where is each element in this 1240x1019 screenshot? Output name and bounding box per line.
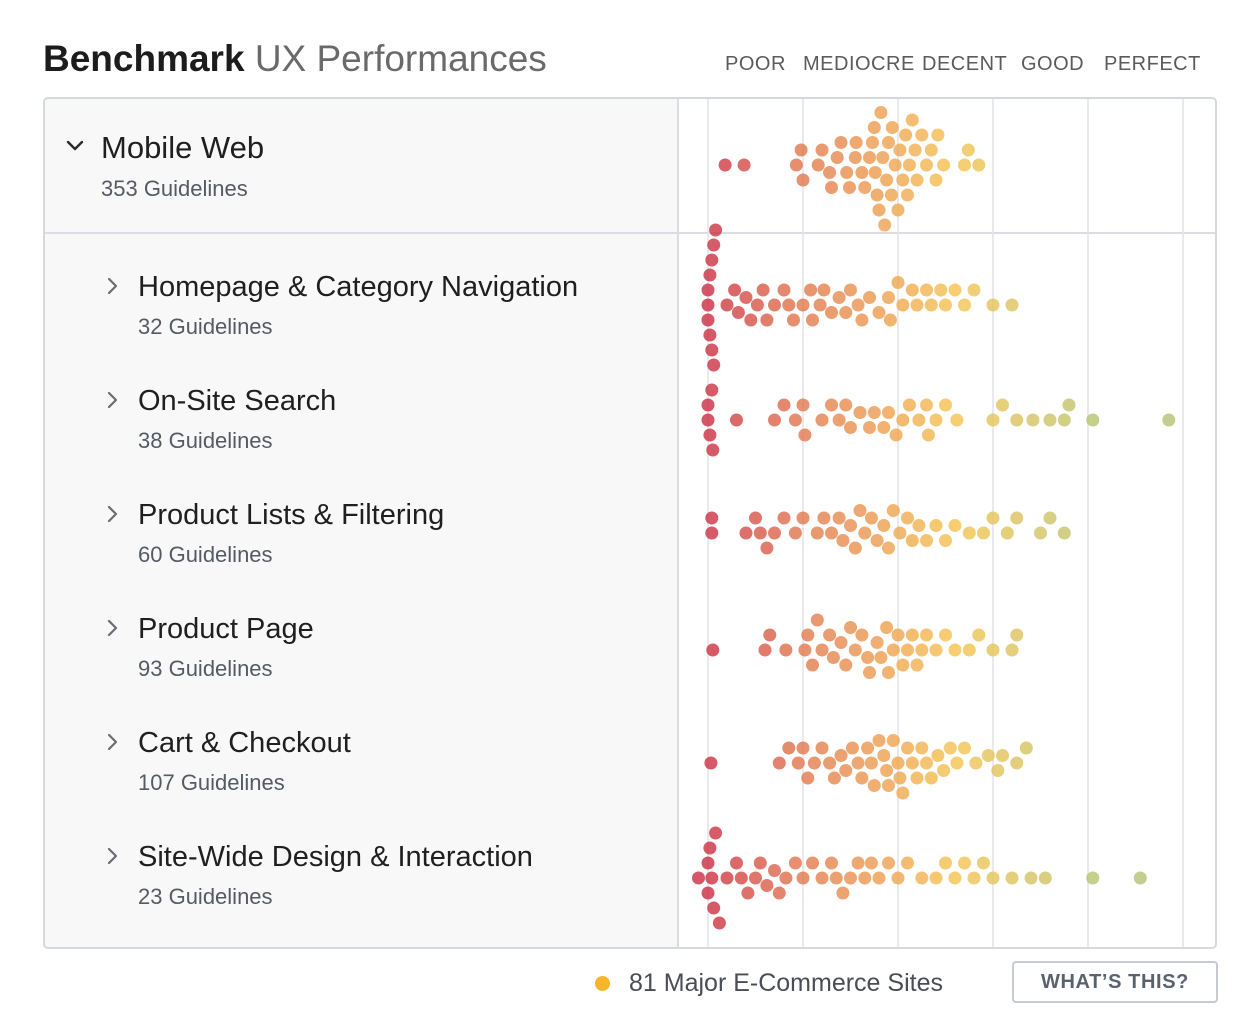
page-title-light: UX Performances (254, 38, 547, 79)
row-product-page[interactable]: Product Page 93 Guidelines (45, 583, 675, 695)
row-guideline-count: 93 Guidelines (138, 656, 273, 681)
row-guideline-count: 38 Guidelines (138, 428, 273, 453)
whats-this-button[interactable]: WHAT’S THIS? (1012, 961, 1218, 1003)
chevron-down-icon[interactable] (65, 136, 85, 156)
scale-label-perfect: PERFECT (1104, 53, 1201, 75)
page-title-bold: Benchmark (43, 38, 245, 79)
chevron-right-icon[interactable] (103, 732, 123, 752)
scale-label-decent: DECENT (922, 53, 1008, 75)
row-cart-checkout[interactable]: Cart & Checkout 107 Guidelines (45, 697, 675, 809)
row-guideline-count: 353 Guidelines (101, 176, 248, 201)
panel-divider (45, 232, 1215, 234)
row-label: Homepage & Category Navigation (138, 271, 579, 303)
legend: 81 Major E-Commerce Sites (595, 966, 943, 1000)
page-title: Benchmark UX Performances (43, 36, 547, 82)
row-guideline-count: 60 Guidelines (138, 542, 273, 567)
row-label: Product Lists & Filtering (138, 499, 445, 531)
row-site-wide-design-interaction[interactable]: Site-Wide Design & Interaction 23 Guidel… (45, 811, 675, 923)
row-homepage-category-navigation[interactable]: Homepage & Category Navigation 32 Guidel… (45, 241, 675, 353)
row-label: Mobile Web (101, 130, 265, 165)
legend-text: 81 Major E-Commerce Sites (629, 968, 943, 997)
chevron-right-icon[interactable] (103, 618, 123, 638)
chevron-right-icon[interactable] (103, 504, 123, 524)
row-on-site-search[interactable]: On-Site Search 38 Guidelines (45, 355, 675, 467)
scale-label-good: GOOD (1021, 53, 1085, 75)
row-guideline-count: 107 Guidelines (138, 770, 285, 795)
legend-dot-icon (595, 975, 610, 991)
chevron-right-icon[interactable] (103, 390, 123, 410)
plot-area-background (677, 99, 1215, 947)
chevron-right-icon[interactable] (103, 276, 123, 296)
scale-label-poor: POOR (725, 53, 786, 75)
row-label: Site-Wide Design & Interaction (138, 841, 533, 873)
chevron-right-icon[interactable] (103, 846, 123, 866)
row-guideline-count: 23 Guidelines (138, 884, 273, 909)
row-label: On-Site Search (138, 385, 337, 417)
row-guideline-count: 32 Guidelines (138, 314, 273, 339)
row-label: Cart & Checkout (138, 727, 351, 759)
row-product-lists-filtering[interactable]: Product Lists & Filtering 60 Guidelines (45, 469, 675, 581)
row-label: Product Page (138, 613, 314, 645)
benchmark-panel: Mobile Web 353 Guidelines Homepage & Cat… (43, 97, 1217, 949)
scale-label-mediocre: MEDIOCRE (803, 53, 915, 75)
row-mobile-web[interactable]: Mobile Web 353 Guidelines (45, 99, 675, 232)
